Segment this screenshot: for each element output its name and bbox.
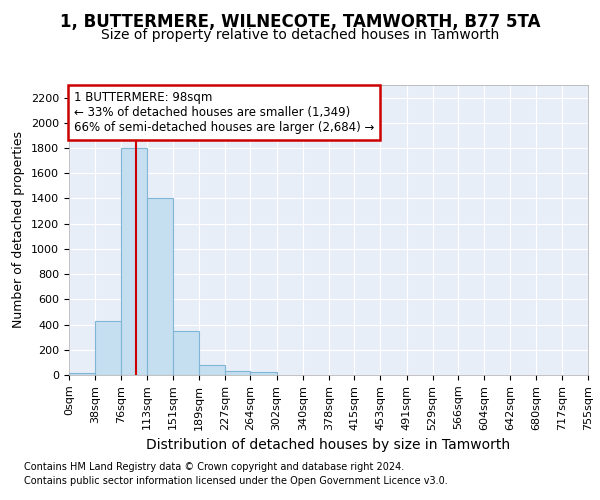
Text: Contains HM Land Registry data © Crown copyright and database right 2024.: Contains HM Land Registry data © Crown c… <box>24 462 404 472</box>
Bar <box>250 372 277 375</box>
Bar <box>225 371 250 375</box>
X-axis label: Distribution of detached houses by size in Tamworth: Distribution of detached houses by size … <box>146 438 511 452</box>
Bar <box>146 198 173 375</box>
Bar <box>173 331 199 375</box>
Bar <box>121 148 146 375</box>
Text: Size of property relative to detached houses in Tamworth: Size of property relative to detached ho… <box>101 28 499 42</box>
Bar <box>95 321 121 375</box>
Text: Contains public sector information licensed under the Open Government Licence v3: Contains public sector information licen… <box>24 476 448 486</box>
Text: 1, BUTTERMERE, WILNECOTE, TAMWORTH, B77 5TA: 1, BUTTERMERE, WILNECOTE, TAMWORTH, B77 … <box>60 12 540 30</box>
Bar <box>199 365 225 375</box>
Y-axis label: Number of detached properties: Number of detached properties <box>13 132 25 328</box>
Bar <box>69 373 95 375</box>
Text: 1 BUTTERMERE: 98sqm
← 33% of detached houses are smaller (1,349)
66% of semi-det: 1 BUTTERMERE: 98sqm ← 33% of detached ho… <box>74 91 374 134</box>
